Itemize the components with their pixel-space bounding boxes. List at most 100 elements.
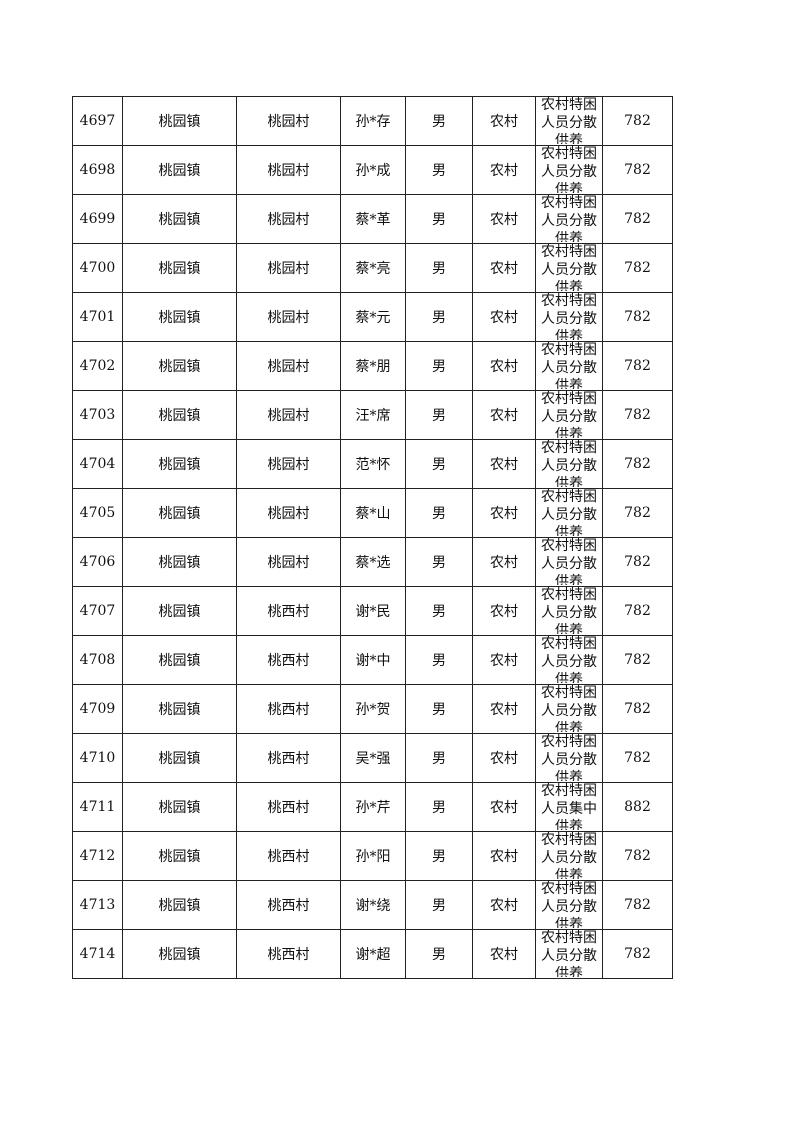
household-type-cell: 农村 [472, 439, 536, 489]
village-cell: 桃西村 [236, 831, 341, 881]
village-cell: 桃园村 [236, 96, 341, 146]
record-number-cell: 4710 [72, 733, 123, 783]
support-category-text: 农村特困人员分散供养 [541, 881, 597, 929]
table-row: 4708 桃园镇 桃西村 谢*中男农村 农村特困人员分散供养 782 [72, 635, 673, 685]
support-category-cell: 农村特困人员分散供养 [535, 243, 603, 293]
table-row: 4697 桃园镇 桃园村 孙*存男农村 农村特困人员分散供养 782 [72, 96, 673, 146]
town-cell: 桃园镇 [122, 782, 237, 832]
household-type-cell: 农村 [472, 537, 536, 587]
village-cell: 桃园村 [236, 194, 341, 244]
village-cell: 桃园村 [236, 341, 341, 391]
support-category-cell: 农村特困人员分散供养 [535, 194, 603, 244]
person-name-cell: 蔡*亮 [340, 243, 406, 293]
support-category-cell: 农村特困人员分散供养 [535, 390, 603, 440]
village-cell: 桃园村 [236, 390, 341, 440]
gender-cell: 男 [405, 292, 473, 342]
table-row: 4711 桃园镇 桃西村 孙*芹男农村 农村特困人员集中供养 882 [72, 782, 673, 832]
table-row: 4705 桃园镇 桃园村 蔡*山男农村 农村特困人员分散供养 782 [72, 488, 673, 538]
town-cell: 桃园镇 [122, 733, 237, 783]
gender-cell: 男 [405, 439, 473, 489]
household-type-cell: 农村 [472, 831, 536, 881]
amount-cell: 782 [602, 488, 673, 538]
town-cell: 桃园镇 [122, 96, 237, 146]
town-cell: 桃园镇 [122, 439, 237, 489]
gender-cell: 男 [405, 96, 473, 146]
village-cell: 桃西村 [236, 586, 341, 636]
person-name-cell: 汪*席 [340, 390, 406, 440]
household-type-cell: 农村 [472, 390, 536, 440]
gender-cell: 男 [405, 733, 473, 783]
household-type-cell: 农村 [472, 733, 536, 783]
town-cell: 桃园镇 [122, 243, 237, 293]
person-name-cell: 蔡*元 [340, 292, 406, 342]
gender-cell: 男 [405, 390, 473, 440]
town-cell: 桃园镇 [122, 194, 237, 244]
table-row: 4701 桃园镇 桃园村 蔡*元男农村 农村特困人员分散供养 782 [72, 292, 673, 342]
person-name-cell: 谢*绕 [340, 880, 406, 930]
record-number-cell: 4700 [72, 243, 123, 293]
support-category-cell: 农村特困人员分散供养 [535, 145, 603, 195]
village-cell: 桃园村 [236, 145, 341, 195]
household-type-cell: 农村 [472, 684, 536, 734]
record-number-cell: 4712 [72, 831, 123, 881]
record-number-cell: 4709 [72, 684, 123, 734]
gender-cell: 男 [405, 684, 473, 734]
village-cell: 桃园村 [236, 439, 341, 489]
gender-cell: 男 [405, 635, 473, 685]
support-category-text: 农村特困人员分散供养 [541, 930, 597, 978]
person-name-cell: 孙*存 [340, 96, 406, 146]
town-cell: 桃园镇 [122, 831, 237, 881]
gender-cell: 男 [405, 243, 473, 293]
gender-cell: 男 [405, 880, 473, 930]
gender-cell: 男 [405, 341, 473, 391]
support-category-text: 农村特困人员分散供养 [541, 244, 597, 292]
record-number-cell: 4703 [72, 390, 123, 440]
support-category-cell: 农村特困人员分散供养 [535, 635, 603, 685]
support-category-cell: 农村特困人员分散供养 [535, 439, 603, 489]
support-category-cell: 农村特困人员分散供养 [535, 684, 603, 734]
amount-cell: 782 [602, 292, 673, 342]
town-cell: 桃园镇 [122, 586, 237, 636]
household-type-cell: 农村 [472, 194, 536, 244]
town-cell: 桃园镇 [122, 390, 237, 440]
town-cell: 桃园镇 [122, 684, 237, 734]
town-cell: 桃园镇 [122, 341, 237, 391]
household-type-cell: 农村 [472, 341, 536, 391]
amount-cell: 782 [602, 194, 673, 244]
person-name-cell: 范*怀 [340, 439, 406, 489]
village-cell: 桃园村 [236, 537, 341, 587]
support-category-text: 农村特困人员分散供养 [541, 195, 597, 243]
record-number-cell: 4706 [72, 537, 123, 587]
table-row: 4713 桃园镇 桃西村 谢*绕男农村 农村特困人员分散供养 782 [72, 880, 673, 930]
support-category-cell: 农村特困人员分散供养 [535, 537, 603, 587]
support-category-text: 农村特困人员分散供养 [541, 342, 597, 390]
household-type-cell: 农村 [472, 96, 536, 146]
gender-cell: 男 [405, 782, 473, 832]
amount-cell: 782 [602, 880, 673, 930]
table-row: 4703 桃园镇 桃园村 汪*席男农村 农村特困人员分散供养 782 [72, 390, 673, 440]
household-type-cell: 农村 [472, 880, 536, 930]
support-category-text: 农村特困人员分散供养 [541, 440, 597, 488]
support-category-text: 农村特困人员集中供养 [541, 783, 597, 831]
support-category-text: 农村特困人员分散供养 [541, 489, 597, 537]
record-number-cell: 4705 [72, 488, 123, 538]
amount-cell: 782 [602, 341, 673, 391]
person-name-cell: 孙*阳 [340, 831, 406, 881]
support-category-cell: 农村特困人员分散供养 [535, 733, 603, 783]
gender-cell: 男 [405, 194, 473, 244]
village-cell: 桃园村 [236, 292, 341, 342]
support-category-text: 农村特困人员分散供养 [541, 391, 597, 439]
amount-cell: 782 [602, 684, 673, 734]
amount-cell: 782 [602, 243, 673, 293]
support-category-text: 农村特困人员分散供养 [541, 97, 597, 145]
table-row: 4704 桃园镇 桃园村 范*怀男农村 农村特困人员分散供养 782 [72, 439, 673, 489]
village-cell: 桃西村 [236, 782, 341, 832]
gender-cell: 男 [405, 145, 473, 195]
support-category-cell: 农村特困人员分散供养 [535, 488, 603, 538]
support-category-text: 农村特困人员分散供养 [541, 146, 597, 194]
village-cell: 桃西村 [236, 733, 341, 783]
amount-cell: 782 [602, 145, 673, 195]
record-number-cell: 4697 [72, 96, 123, 146]
town-cell: 桃园镇 [122, 635, 237, 685]
table-row: 4712 桃园镇 桃西村 孙*阳男农村 农村特困人员分散供养 782 [72, 831, 673, 881]
